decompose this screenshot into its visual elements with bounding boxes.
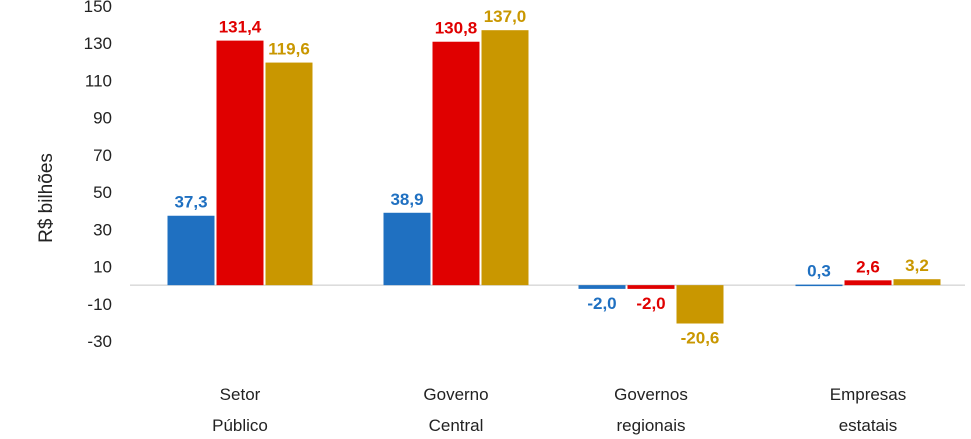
y-axis-label: R$ bilhões: [36, 153, 57, 243]
bar: [893, 279, 941, 286]
y-tick-label: 70: [93, 146, 112, 165]
y-axis-ticks: 150 130 110 90 70 50 30 10 -10 -30: [84, 0, 112, 351]
bar: [265, 62, 313, 286]
x-category-label: Governo: [423, 385, 488, 404]
y-tick-label: 90: [93, 109, 112, 128]
x-category-label: Público: [212, 416, 268, 435]
bar: [383, 212, 431, 286]
bar: [167, 215, 215, 286]
data-label: 119,6: [268, 40, 310, 59]
data-label: 37,3: [174, 193, 207, 212]
data-label: 3,2: [905, 256, 929, 275]
bar: [795, 284, 843, 287]
x-category-label: Empresas: [830, 385, 907, 404]
data-label: 0,3: [807, 262, 831, 281]
y-tick-label: 110: [85, 71, 112, 90]
x-category-label: regionais: [617, 416, 686, 435]
data-labels: 37,3 38,9 -2,0 0,3 131,4 130,8 -2,0 2,6 119,6 137…: [174, 7, 928, 347]
x-category-label: Setor: [220, 385, 261, 404]
x-category-label: Central: [429, 416, 484, 435]
data-label: 2,6: [856, 257, 880, 276]
y-tick-label: 10: [93, 258, 112, 277]
data-label: 38,9: [390, 190, 423, 209]
bar: [578, 285, 626, 289]
data-label: 137,0: [484, 7, 527, 26]
x-category-label: estatais: [839, 416, 898, 435]
bar: [432, 41, 480, 286]
bar: [676, 285, 724, 324]
data-label: 130,8: [435, 19, 478, 38]
data-label: 131,4: [219, 18, 262, 37]
bars: [167, 30, 941, 324]
x-axis-categories: Setor Público Governo Central Governos region…: [212, 385, 906, 435]
x-category-label: Governos: [614, 385, 688, 404]
bar: [481, 30, 529, 286]
y-tick-label: 150: [84, 0, 112, 16]
data-label: -20,6: [681, 329, 720, 348]
y-tick-label: 30: [93, 220, 112, 239]
bar: [216, 40, 264, 286]
y-tick-label: 130: [84, 34, 112, 53]
y-tick-label: 50: [93, 183, 112, 202]
data-label: -2,0: [636, 294, 665, 313]
y-tick-label: -10: [87, 295, 112, 314]
y-tick-label: -30: [87, 332, 112, 351]
bar: [627, 285, 675, 289]
bar: [844, 280, 892, 286]
data-label: -2,0: [587, 294, 616, 313]
